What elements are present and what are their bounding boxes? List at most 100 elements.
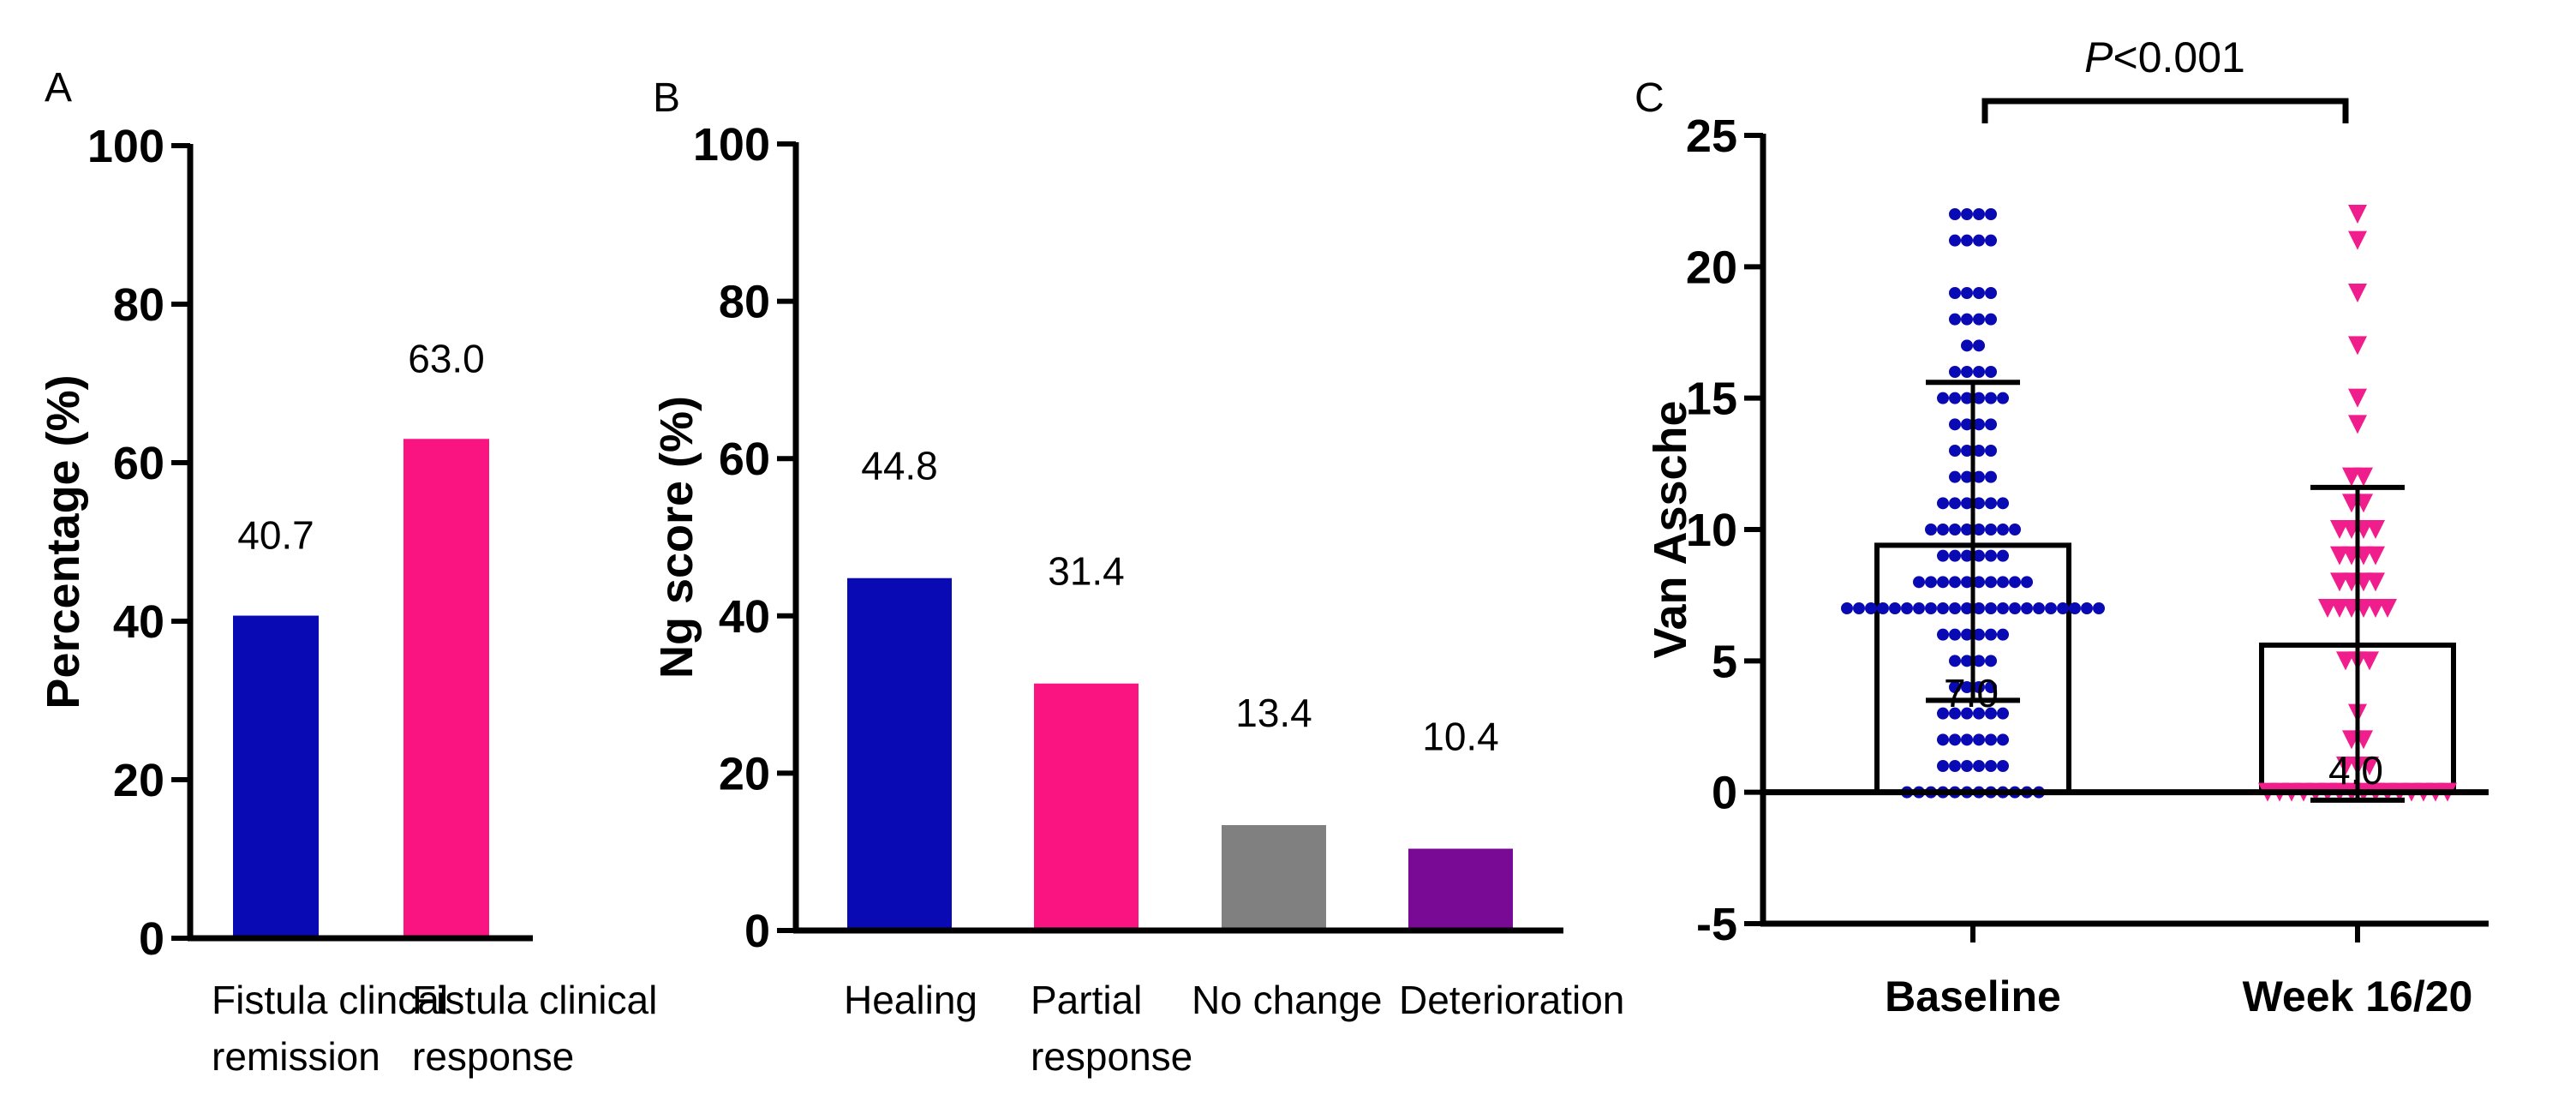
- bar-1: [403, 439, 489, 938]
- data-point-0-13-3: [1949, 576, 1961, 589]
- data-point-0-14-6: [1913, 602, 1925, 614]
- data-label-0: 44.8: [861, 444, 938, 488]
- data-point-0-14-18: [2057, 602, 2069, 614]
- data-point-1-8-3: [2366, 520, 2385, 539]
- category-label-1: Week 16/20: [2243, 972, 2473, 1020]
- data-point-0-2-2: [1973, 287, 1985, 299]
- data-point-0-6-2: [1961, 392, 1973, 404]
- data-point-0-9-2: [1973, 470, 1985, 483]
- y-tick-label-5: 100: [87, 121, 164, 172]
- data-point-1-5-0: [2348, 415, 2367, 434]
- data-point-0-14-5: [1901, 602, 1913, 614]
- data-point-1-10-3: [2366, 572, 2385, 592]
- data-point-0-0-3: [1985, 208, 1997, 220]
- median-label-1: 4.0: [2328, 748, 2383, 793]
- data-point-0-14-4: [1889, 602, 1901, 614]
- data-point-1-1-0: [2348, 230, 2367, 250]
- panel-a: A 40.7 Fistula clincal remission 63.0 Fistula…: [38, 65, 657, 1079]
- y-axis-title: Van Assche: [1645, 400, 1696, 658]
- p-value-annotation: P<0.001: [2084, 33, 2245, 81]
- data-point-0-1-2: [1973, 234, 1985, 247]
- p-value-threshold: <0.001: [2113, 33, 2245, 81]
- data-point-1-4-0: [2348, 388, 2367, 408]
- data-point-0-11-1: [1937, 524, 1949, 536]
- data-point-0-15-4: [1985, 628, 1997, 641]
- data-point-0-6-1: [1949, 392, 1961, 404]
- data-point-0-17-1: [1961, 681, 1973, 693]
- data-point-0-12-1: [1949, 549, 1961, 562]
- data-point-0-14-14: [2009, 602, 2021, 614]
- data-point-0-3-3: [1985, 313, 1997, 326]
- y-tick-label-0: 0: [744, 906, 770, 957]
- y-tick-label-4: 80: [113, 279, 164, 331]
- data-point-1-11-1: [2330, 599, 2349, 618]
- data-point-0-19-2: [1961, 733, 1973, 746]
- data-point-1-11-5: [2378, 599, 2397, 618]
- data-point-1-15-0: [2336, 757, 2355, 775]
- data-point-0-12-2: [1961, 549, 1973, 562]
- data-point-0-10-1: [1949, 497, 1961, 510]
- data-point-0-14-17: [2045, 602, 2057, 614]
- category-label-3-0: Deterioration: [1399, 978, 1624, 1022]
- y-tick-label-3: 60: [113, 438, 164, 489]
- data-point-1-2-0: [2348, 284, 2367, 302]
- data-point-1-9-3: [2366, 546, 2385, 565]
- data-point-0-7-1: [1961, 418, 1973, 431]
- panel-c: C 7.0 Baseline 4.0 Week 16/20 -5 0 5 10 15 20 25 Van…: [1635, 33, 2489, 1020]
- data-point-0-14-20: [2081, 602, 2093, 614]
- panel-letter: A: [45, 65, 72, 111]
- data-point-0-6-4: [1985, 392, 1997, 404]
- data-point-0-13-9: [2021, 576, 2033, 589]
- data-point-0-6-3: [1973, 392, 1985, 404]
- data-point-0-18-1: [1949, 707, 1961, 720]
- data-point-1-3-0: [2348, 336, 2367, 356]
- data-point-0-5-2: [1973, 366, 1985, 378]
- data-label-2: 13.4: [1235, 691, 1312, 735]
- data-point-0-8-0: [1949, 445, 1961, 457]
- y-tick-label-4: 15: [1686, 374, 1737, 425]
- bar-0: [233, 615, 319, 938]
- data-point-0-20-0: [1937, 760, 1949, 772]
- data-point-0-3-1: [1961, 313, 1973, 326]
- data-point-0-20-1: [1949, 760, 1961, 772]
- data-point-0-14-8: [1937, 602, 1949, 614]
- data-point-0-13-5: [1973, 576, 1985, 589]
- data-label-1: 63.0: [408, 336, 485, 380]
- data-point-0-14-7: [1925, 602, 1937, 614]
- data-point-0-14-13: [1997, 602, 2009, 614]
- data-point-0-2-3: [1985, 287, 1997, 299]
- data-point-0-11-6: [1997, 524, 2009, 536]
- category-label-1-1: response: [1031, 1034, 1192, 1079]
- y-tick-label-1: 20: [719, 748, 770, 799]
- data-point-0-15-2: [1961, 628, 1973, 641]
- y-tick-label-2: 5: [1712, 636, 1737, 687]
- data-point-0-14-15: [2021, 602, 2033, 614]
- data-point-0-9-1: [1961, 470, 1973, 483]
- data-point-0-16-0: [1949, 655, 1961, 667]
- data-point-0-15-0: [1937, 628, 1949, 641]
- data-point-0-14-3: [1877, 602, 1889, 614]
- data-point-0-1-1: [1961, 234, 1973, 247]
- data-point-0-12-4: [1985, 549, 1997, 562]
- category-label-0-0: Fistula clincal: [212, 978, 448, 1022]
- data-point-0-11-0: [1925, 524, 1937, 536]
- data-point-1-15-2: [2360, 757, 2379, 775]
- y-tick-label-4: 80: [719, 277, 770, 328]
- data-point-0-13-7: [1997, 576, 2009, 589]
- data-point-0-7-0: [1949, 418, 1961, 431]
- data-point-0-12-3: [1973, 549, 1985, 562]
- data-point-0-11-7: [2009, 524, 2021, 536]
- panel-letter: C: [1635, 75, 1665, 121]
- data-point-0-14-12: [1985, 602, 1997, 614]
- data-point-0-2-1: [1961, 287, 1973, 299]
- category-label-2-0: No change: [1192, 978, 1383, 1022]
- data-point-0-13-4: [1961, 576, 1973, 589]
- data-point-0-20-5: [1997, 760, 2009, 772]
- data-point-0-17-3: [1985, 681, 1997, 693]
- data-point-0-20-4: [1985, 760, 1997, 772]
- panel-letter: B: [653, 75, 680, 121]
- data-point-0-10-4: [1985, 497, 1997, 510]
- data-point-0-0-2: [1973, 208, 1985, 220]
- y-tick-label-0: 0: [139, 913, 164, 965]
- y-tick-label-6: 25: [1686, 111, 1737, 162]
